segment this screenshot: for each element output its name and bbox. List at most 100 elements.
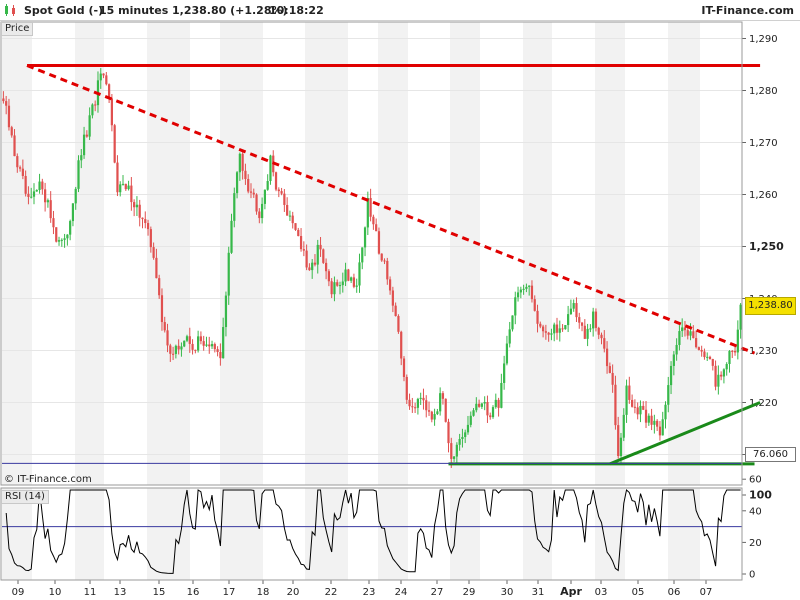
time-tick-label: 23 (363, 587, 376, 598)
candle-body (617, 425, 620, 457)
candle-body (299, 236, 303, 250)
candle-body (338, 285, 342, 287)
candle-body (500, 382, 503, 408)
candle-body (397, 316, 400, 332)
candle-body (294, 223, 297, 230)
candle-body (213, 344, 216, 350)
candle-body (605, 348, 609, 367)
candle-body (247, 178, 250, 192)
rsi-layer (5, 489, 741, 574)
candle-body (628, 385, 631, 400)
candle-body (233, 193, 236, 221)
candle-body (116, 162, 119, 193)
candle-body (642, 405, 645, 410)
candle-body (180, 346, 183, 350)
candle-body (458, 439, 461, 445)
candle-body (18, 167, 22, 169)
candle-body (608, 366, 611, 373)
candle-body (199, 336, 203, 342)
candle-body (391, 290, 394, 306)
candle-body (530, 285, 534, 300)
candle-body (519, 289, 522, 293)
time-tick-label: 05 (632, 587, 645, 598)
candle-body (316, 244, 319, 265)
candle-body (7, 105, 11, 128)
candle-body (508, 329, 511, 344)
candle-body (430, 411, 433, 420)
day-band (2, 22, 32, 485)
candle-body (202, 341, 205, 346)
candle-body (38, 181, 41, 191)
candle-body (578, 317, 581, 323)
candle-body (166, 330, 169, 346)
candle-body (311, 262, 314, 271)
quote-time: 10:18:22 (269, 4, 324, 17)
candle-body (497, 399, 500, 408)
candle-body (614, 384, 617, 426)
candle-body (297, 229, 300, 237)
candle-body (355, 285, 358, 287)
candle-body (13, 135, 16, 157)
rsi-value-tag: 76.060 (745, 446, 796, 462)
candle-body (102, 73, 105, 76)
candle-body (436, 411, 439, 415)
price-tick-label: 1,220 (749, 398, 778, 409)
candle-body (377, 231, 381, 254)
candle-body (113, 125, 116, 163)
candle-body (80, 155, 83, 161)
candle-body (219, 351, 222, 359)
candle-body (52, 218, 55, 228)
candle-body (191, 343, 194, 350)
candle-body (336, 282, 339, 286)
candle-body (594, 311, 598, 328)
candle-body (363, 227, 367, 248)
candle-body (711, 359, 714, 366)
candle-body (561, 328, 564, 330)
time-tick-label: 15 (153, 587, 166, 598)
candle-body (158, 278, 161, 296)
candle-body (235, 172, 239, 194)
copyright-label: © IT-Finance.com (4, 474, 92, 485)
candle-body (144, 219, 147, 224)
time-tick-label: 31 (532, 587, 545, 598)
candle-body (525, 286, 528, 289)
candle-body (472, 410, 475, 416)
candle-body (639, 405, 642, 415)
candle-body (375, 224, 378, 232)
rsi-tick-label: 100 (749, 489, 772, 502)
candle-body (224, 295, 228, 328)
candle-body (422, 397, 425, 401)
candle-body (739, 304, 742, 330)
candle-body (414, 407, 417, 409)
pane-frames (0, 21, 743, 581)
candle-body (728, 350, 731, 365)
candle-body (722, 369, 726, 377)
candle-body (149, 229, 152, 248)
day-band (75, 488, 104, 580)
day-band (305, 22, 348, 485)
candle-body (302, 249, 305, 251)
candle-body (110, 98, 113, 126)
candle-body (174, 345, 177, 354)
candle-body (480, 403, 483, 407)
candle-body (216, 349, 219, 352)
candle-body (522, 288, 525, 290)
support-trendline (609, 401, 761, 466)
candle-body (82, 134, 86, 156)
time-tick-label: 29 (463, 587, 476, 598)
candle-body (269, 155, 272, 182)
candle-body (572, 303, 575, 309)
candle-body (439, 393, 442, 412)
candle-body (567, 314, 570, 326)
candle-body (720, 374, 723, 377)
time-axis: 09 10 11 13 15 16 17 18 20 22 23 24 27 29 30 31 Apr 03 05 0… (12, 580, 712, 598)
candle-body (686, 330, 689, 336)
candle-body (135, 204, 139, 208)
candle-body (369, 198, 372, 217)
candle-body (177, 345, 180, 350)
candle-body (5, 101, 8, 106)
candle-body (322, 249, 325, 263)
candle-body (464, 432, 467, 437)
candle-body (141, 217, 144, 220)
